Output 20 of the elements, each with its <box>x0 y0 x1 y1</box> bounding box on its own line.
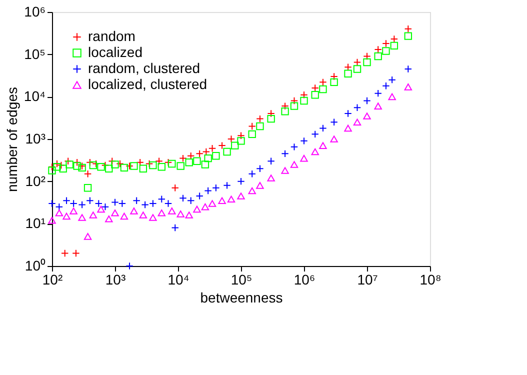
x-tick-label: 10⁷ <box>357 272 378 288</box>
legend-label: localized, clustered <box>88 76 208 92</box>
x-tick-label: 10⁵ <box>230 272 252 288</box>
x-tick-label: 10⁸ <box>420 272 442 288</box>
x-axis-title: betweenness <box>200 290 283 306</box>
y-tick-label: 10⁰ <box>24 258 46 274</box>
legend-label: random, clustered <box>88 60 200 76</box>
x-tick-label: 10² <box>42 272 63 288</box>
x-tick-label: 10⁶ <box>294 272 316 288</box>
legend-label: localized <box>88 44 142 60</box>
y-tick-label: 10¹ <box>25 215 46 232</box>
y-axis-title: number of edges <box>4 86 20 192</box>
y-tick-label: 10³ <box>25 130 46 146</box>
y-tick-label: 10⁵ <box>24 46 46 62</box>
x-tick-label: 10⁴ <box>168 272 190 288</box>
y-tick-label: 10⁶ <box>24 4 46 20</box>
y-tick-label: 10² <box>25 172 46 189</box>
x-tick-label: 10³ <box>105 272 126 288</box>
y-tick-label: 10⁴ <box>24 88 46 104</box>
legend-label: random <box>88 28 136 44</box>
